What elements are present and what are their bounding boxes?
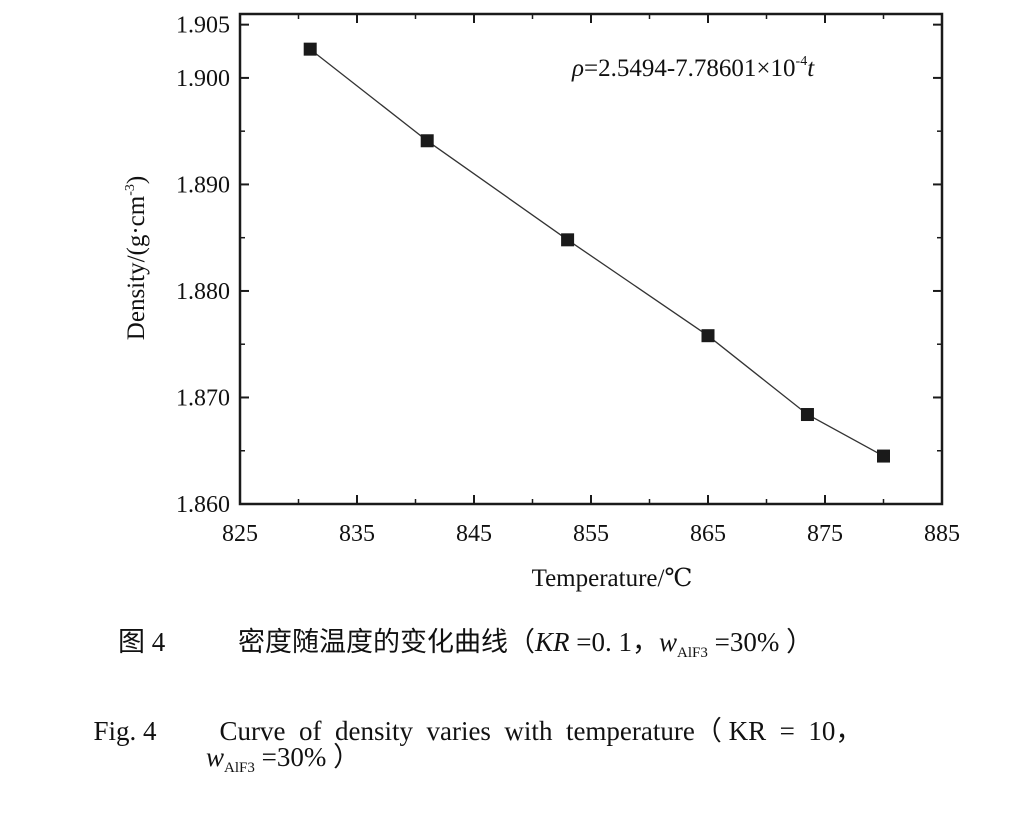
data-points [303,42,890,463]
caption-cn-sub2: 3 [700,645,708,661]
y-tick-label: 1.880 [176,279,230,305]
x-axis-label: Temperature/℃ [532,565,693,592]
caption-english-line2: wAlF3 =30% ） [206,735,360,777]
caption-en-text: Curve of density varies with temperature… [219,716,863,746]
caption-cn-end: =30% ） [707,627,814,657]
y-tick-label: 1.900 [176,66,230,92]
x-tick-label: 885 [924,521,960,547]
x-tick-label: 865 [690,521,726,547]
y-tick-label: 1.870 [176,385,230,411]
y-tick-label: 1.905 [176,13,230,39]
caption-en-figure-number: Fig. 4 [93,716,157,746]
caption-english-line1: Fig. 4 Curve of density varies with tempe… [80,678,863,748]
data-point [877,449,890,463]
caption-cn-text: 密度随温度的变化曲线（ [238,627,535,657]
caption-chinese: 图 4 密度随温度的变化曲线（KR =0. 1，wAlF3 =30% ） [118,620,813,662]
y-tick-labels: 1.860 1.870 1.880 1.890 1.900 1.905 [176,13,230,518]
x-tick-label: 835 [339,521,375,547]
caption-cn-sub: AlF [677,645,701,661]
data-point [701,329,715,343]
caption-en-end: =30% ） [254,742,361,772]
x-tick-labels: 825 835 845 855 865 875 885 [222,521,960,547]
caption-cn-figure-number: 图 4 [118,627,166,657]
data-point [800,408,814,422]
fit-equation: ρ=2.5494-7.78601×10-4t [571,54,815,82]
caption-en-w: w [206,742,225,772]
x-tick-label: 825 [222,521,258,547]
caption-en-sub2: 3 [247,760,255,776]
data-point [420,134,434,148]
y-tick-label: 1.890 [176,172,230,198]
y-axis-label: Density/(g·cm-3) [123,176,150,340]
data-point [561,233,575,247]
axis-ticks [239,14,943,505]
fit-line [309,48,884,457]
y-tick-label: 1.860 [176,492,230,518]
caption-cn-w: w [659,627,678,657]
caption-cn-kr-value: =0. 1， [569,627,659,657]
caption-en-sub: AlF [224,760,248,776]
x-tick-label: 845 [456,521,492,547]
x-tick-label: 855 [573,521,609,547]
density-chart: 825 835 845 855 865 875 885 1.8601.8701.8801.8… [123,13,960,592]
x-tick-label: 875 [807,521,843,547]
caption-cn-kr: KR [535,627,570,657]
data-point [303,42,317,56]
